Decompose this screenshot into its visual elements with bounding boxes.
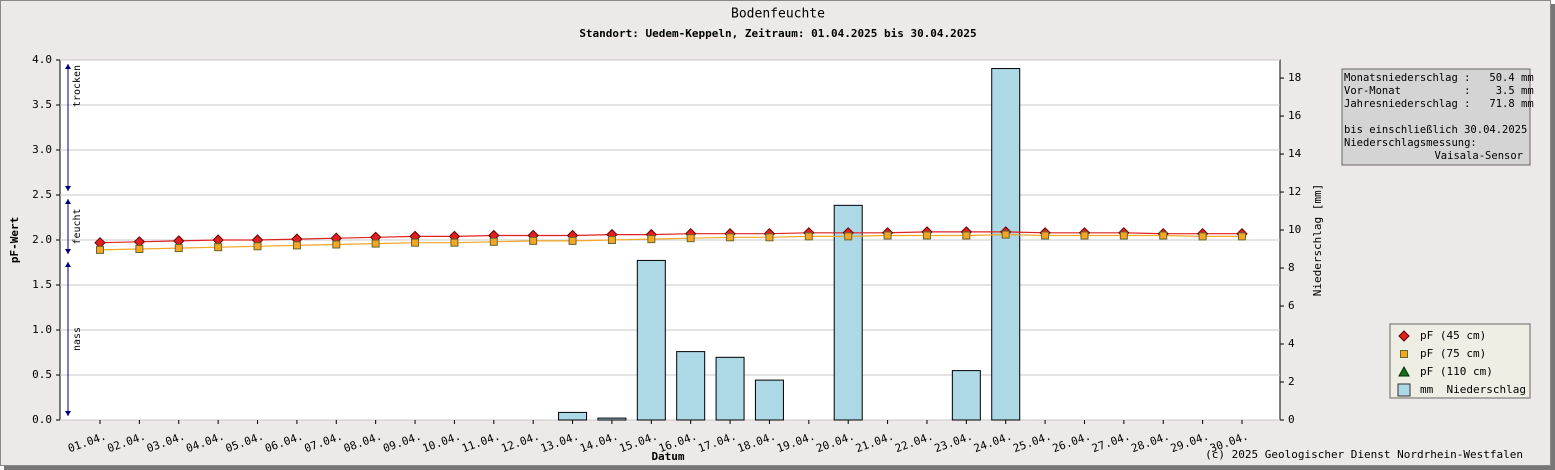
bar <box>597 417 627 421</box>
y2-tick-label: 4 <box>1288 337 1295 350</box>
bar <box>833 204 863 421</box>
y2-tick-label: 16 <box>1288 109 1301 122</box>
arrow-head <box>65 186 71 191</box>
y-tick-label: 4.0 <box>32 53 52 66</box>
point <box>1080 231 1089 240</box>
point <box>686 234 695 243</box>
y2-tick-label: 0 <box>1288 413 1295 426</box>
bar <box>636 259 666 421</box>
bar <box>715 356 745 421</box>
shadow <box>1551 4 1555 470</box>
arrow-head <box>65 249 71 254</box>
arrow-head <box>65 411 71 416</box>
y-tick-label: 3.5 <box>32 98 52 111</box>
legend-label: pF (45 cm) <box>1420 329 1486 342</box>
y-axis-label: pF-Wert <box>8 217 21 263</box>
y2-tick-label: 2 <box>1288 375 1295 388</box>
info-line: Vaisala-Sensor <box>1434 150 1523 162</box>
bar <box>676 351 706 421</box>
y2-tick-label: 8 <box>1288 261 1295 274</box>
point <box>607 236 616 244</box>
point <box>726 233 735 242</box>
chart-title: Bodenfeuchte <box>731 7 825 22</box>
point <box>411 238 420 247</box>
line <box>99 231 1242 244</box>
y2-tick-label: 10 <box>1288 223 1301 236</box>
bar <box>558 411 588 421</box>
shadow <box>4 466 1555 470</box>
info-line: Monatsniederschlag : 50.4 mm <box>1344 72 1534 84</box>
point <box>371 239 380 248</box>
point <box>962 231 971 240</box>
point <box>922 231 931 240</box>
arrow-head <box>65 262 71 267</box>
point <box>647 235 656 244</box>
x-axis-label: Datum <box>651 450 684 463</box>
point <box>174 244 183 253</box>
point <box>804 232 813 241</box>
zone-label: nass <box>72 327 83 351</box>
info-line: Vor-Monat : 3.5 mm <box>1344 85 1534 97</box>
bar <box>951 370 981 421</box>
point <box>253 242 262 251</box>
point <box>529 236 538 245</box>
point <box>568 236 577 245</box>
y2-tick-label: 18 <box>1288 71 1301 84</box>
point <box>135 245 144 253</box>
bar <box>991 68 1021 421</box>
y-tick-label: 1.5 <box>32 278 52 291</box>
point <box>214 243 223 252</box>
footer: (c) 2025 Geologischer Dienst Nordrhein-W… <box>1205 448 1523 461</box>
point <box>332 240 341 249</box>
legend-label: mm Niederschlag <box>1420 383 1526 396</box>
point <box>765 233 774 242</box>
zone-label: feucht <box>72 208 83 244</box>
chart-subtitle: Standort: Uedem-Keppeln, Zeitraum: 01.04… <box>579 27 976 40</box>
legend-swatch <box>1400 350 1408 358</box>
point <box>1119 231 1128 240</box>
legend-box <box>1389 323 1531 399</box>
y-tick-label: 0.0 <box>32 413 52 426</box>
arrow-head <box>65 199 71 204</box>
legend-swatch <box>1397 383 1411 397</box>
y-tick-label: 1.0 <box>32 323 52 336</box>
y2-tick-label: 12 <box>1288 185 1301 198</box>
y-tick-label: 2.5 <box>32 188 52 201</box>
legend-label: pF (75 cm) <box>1420 347 1486 360</box>
y2-axis-label: Niederschlag [mm] <box>1311 184 1324 297</box>
line <box>99 233 1242 251</box>
y-tick-label: 2.0 <box>32 233 52 246</box>
y2-tick-label: 14 <box>1288 147 1302 160</box>
point <box>844 232 853 241</box>
y2-tick-label: 6 <box>1288 299 1295 312</box>
point <box>1238 232 1246 241</box>
y-tick-label: 0.5 <box>32 368 52 381</box>
legend-swatch <box>1398 330 1410 342</box>
point <box>96 245 104 254</box>
arrow-head <box>65 64 71 69</box>
point <box>1001 230 1010 239</box>
point <box>1041 231 1050 240</box>
info-line: Niederschlagsmessung: <box>1344 137 1477 149</box>
y-tick-label: 3.0 <box>32 143 52 156</box>
point <box>292 241 301 250</box>
point <box>450 238 459 247</box>
info-line: bis einschließlich 30.04.2025 <box>1344 124 1527 136</box>
point <box>1198 232 1207 241</box>
info-box <box>1341 68 1531 166</box>
legend-swatch <box>1398 365 1410 377</box>
info-line: Jahresniederschlag : 71.8 mm <box>1344 98 1534 110</box>
bar <box>754 379 784 421</box>
point <box>1159 231 1168 240</box>
point <box>883 231 892 240</box>
zone-label: trocken <box>72 65 83 107</box>
point <box>489 237 498 246</box>
legend-label: pF (110 cm) <box>1420 365 1493 378</box>
